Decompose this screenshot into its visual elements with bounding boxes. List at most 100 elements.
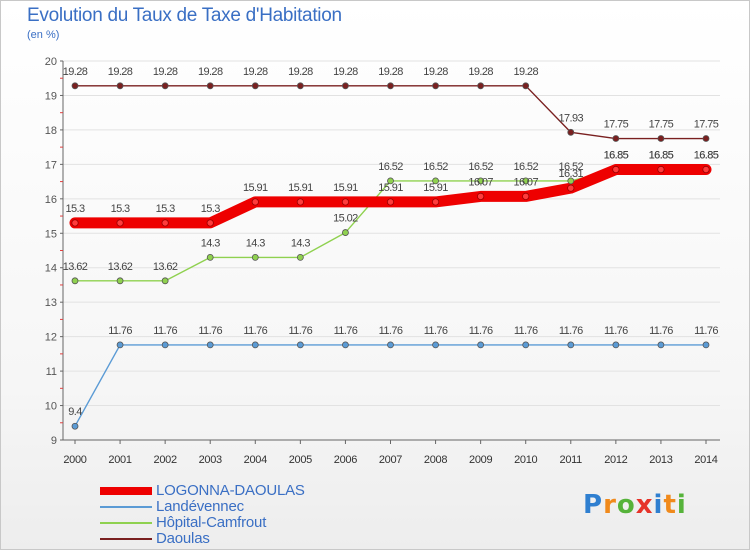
data-label: 14.3	[201, 237, 220, 249]
data-point	[432, 177, 439, 185]
data-point	[296, 341, 304, 349]
data-point	[387, 177, 394, 185]
x-tick-label: 2005	[289, 454, 312, 466]
x-tick-label: 2001	[108, 454, 131, 466]
data-point	[251, 253, 259, 261]
data-point	[612, 165, 620, 174]
data-point	[522, 82, 530, 90]
data-label: 11.76	[424, 325, 448, 337]
data-point	[116, 82, 124, 90]
data-label: 16.85	[649, 150, 674, 162]
series-line-3	[74, 85, 707, 140]
chart-title: Evolution du Taux de Taxe d'Habitation	[27, 5, 342, 26]
data-label: 14.3	[291, 237, 310, 249]
y-tick-label: 13	[45, 297, 57, 309]
chart-subtitle: (en %)	[27, 29, 60, 41]
data-label: 15.91	[423, 182, 448, 194]
data-point	[71, 422, 79, 430]
data-point	[702, 165, 710, 174]
data-label: 16.52	[378, 161, 403, 173]
y-tick-label: 17	[45, 159, 57, 171]
data-label: 11.76	[108, 325, 132, 337]
data-label: 19.28	[333, 66, 358, 78]
y-tick-label: 9	[51, 435, 57, 447]
data-label: 19.28	[153, 66, 178, 78]
data-label: 11.76	[469, 325, 493, 337]
data-point	[161, 219, 169, 227]
x-tick-label: 2008	[424, 454, 447, 466]
logo-letter: t	[663, 490, 677, 520]
data-point	[206, 341, 214, 349]
logo-letter: P	[583, 490, 604, 520]
data-label: 11.76	[198, 325, 222, 337]
data-label: 16.85	[604, 150, 629, 162]
data-label: 11.76	[379, 325, 403, 337]
data-point	[71, 82, 79, 90]
data-point	[567, 184, 575, 192]
series-line-1	[74, 344, 707, 427]
data-point	[116, 277, 124, 285]
data-label: 19.28	[468, 66, 493, 78]
logo-letter: o	[616, 490, 636, 520]
data-point	[477, 177, 485, 185]
y-tick-label: 20	[45, 56, 57, 68]
x-tick-label: 2010	[514, 454, 537, 466]
data-label: 19.28	[198, 66, 223, 78]
data-label: 11.76	[288, 325, 312, 337]
data-label: 16.07	[468, 176, 493, 188]
data-point	[206, 219, 214, 227]
data-point	[296, 82, 304, 90]
logo-letter: x	[635, 490, 654, 520]
data-label: 11.76	[514, 325, 538, 337]
data-point	[432, 341, 439, 349]
data-label: 16.31	[559, 168, 584, 180]
data-point	[612, 135, 620, 142]
data-label: 19.28	[513, 66, 538, 78]
data-point	[567, 128, 575, 136]
data-point	[612, 341, 620, 349]
data-point	[567, 341, 575, 349]
data-point	[251, 341, 259, 349]
data-point	[71, 219, 79, 227]
y-tick-label: 12	[45, 332, 57, 344]
data-label: 19.28	[108, 66, 133, 78]
data-label: 11.76	[694, 325, 718, 337]
x-tick-label: 2014	[694, 454, 717, 466]
logo-letter: i	[676, 490, 687, 520]
data-label: 19.28	[288, 66, 313, 78]
data-label: 17.93	[559, 112, 584, 124]
data-point	[342, 229, 349, 236]
data-label: 19.28	[378, 66, 403, 78]
data-point	[342, 82, 349, 90]
y-tick-label: 14	[45, 263, 57, 275]
data-label: 16.52	[468, 161, 493, 173]
data-point	[116, 219, 124, 227]
data-point	[522, 177, 530, 185]
data-point	[431, 198, 440, 206]
data-point	[657, 165, 665, 174]
data-point	[477, 192, 485, 201]
data-label: 9.4	[68, 406, 82, 418]
logo-letter: i	[653, 490, 664, 520]
data-label: 13.62	[153, 261, 178, 273]
data-label: 16.52	[559, 161, 584, 173]
data-point	[522, 341, 530, 349]
data-point	[387, 82, 394, 90]
data-point	[657, 135, 665, 142]
x-tick-label: 2013	[649, 454, 672, 466]
data-point	[567, 177, 575, 185]
data-point	[161, 277, 169, 285]
y-tick-label: 16	[45, 194, 57, 206]
data-point	[477, 341, 485, 349]
y-tick-label: 15	[45, 228, 57, 240]
y-tick-label: 10	[45, 401, 57, 413]
data-point	[387, 341, 394, 349]
data-label: 19.28	[423, 66, 448, 78]
data-label: 15.02	[333, 213, 358, 225]
data-label: 15.91	[243, 182, 268, 194]
data-label: 15.91	[333, 182, 358, 194]
data-point	[71, 277, 79, 285]
data-point	[341, 198, 350, 206]
